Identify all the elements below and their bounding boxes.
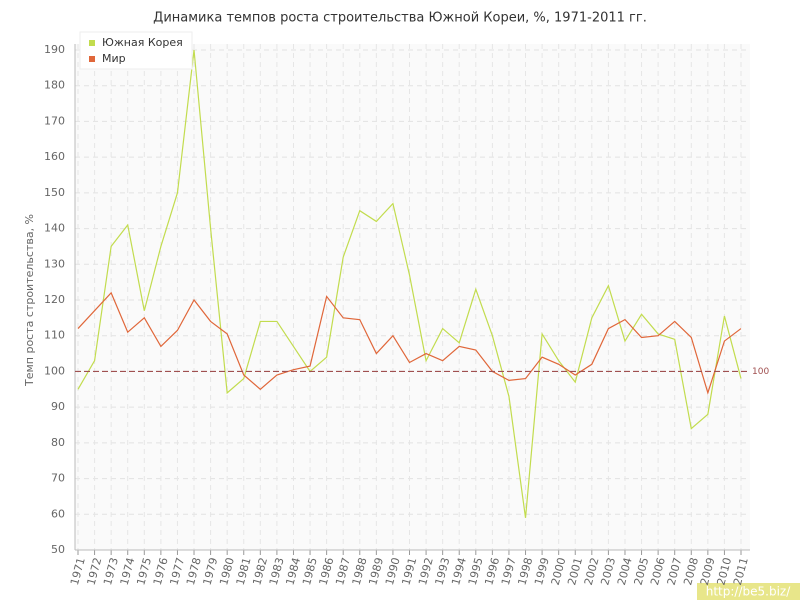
y-tick-label: 140: [44, 222, 65, 235]
legend-box: [79, 31, 193, 70]
series-line: [77, 291, 742, 395]
legend: Южная Корея Мир: [79, 31, 193, 70]
plot-area: [75, 44, 750, 550]
y-tick-label: 50: [51, 543, 65, 556]
y-tick-label: 170: [44, 114, 65, 127]
x-tick-label: 2011: [731, 556, 751, 586]
reference-label: 100: [752, 367, 769, 377]
watermark-bg: [697, 583, 800, 600]
y-tick-label: 150: [44, 186, 65, 199]
legend-swatch: [89, 40, 95, 46]
watermark: http://be5.biz/: [706, 585, 791, 599]
legend-swatch: [89, 56, 95, 62]
y-tick-label: 190: [44, 43, 65, 56]
legend-label: Южная Корея: [102, 36, 183, 49]
chart-title: Динамика темпов роста строительства Южно…: [153, 11, 647, 26]
y-tick-label: 90: [51, 400, 65, 413]
y-tick-label: 120: [44, 293, 65, 306]
y-tick-label: 160: [44, 150, 65, 163]
y-tick-label: 80: [51, 436, 65, 449]
y-tick-label: 70: [51, 472, 65, 485]
y-tick-label: 110: [44, 329, 65, 342]
series-line: [77, 49, 742, 518]
legend-label: Мир: [102, 52, 126, 65]
y-axis-label: Темп роста строительства, %: [23, 214, 36, 387]
y-tick-label: 180: [44, 79, 65, 92]
y-tick-label: 60: [51, 507, 65, 520]
y-tick-label: 100: [44, 364, 65, 377]
y-tick-label: 130: [44, 257, 65, 270]
